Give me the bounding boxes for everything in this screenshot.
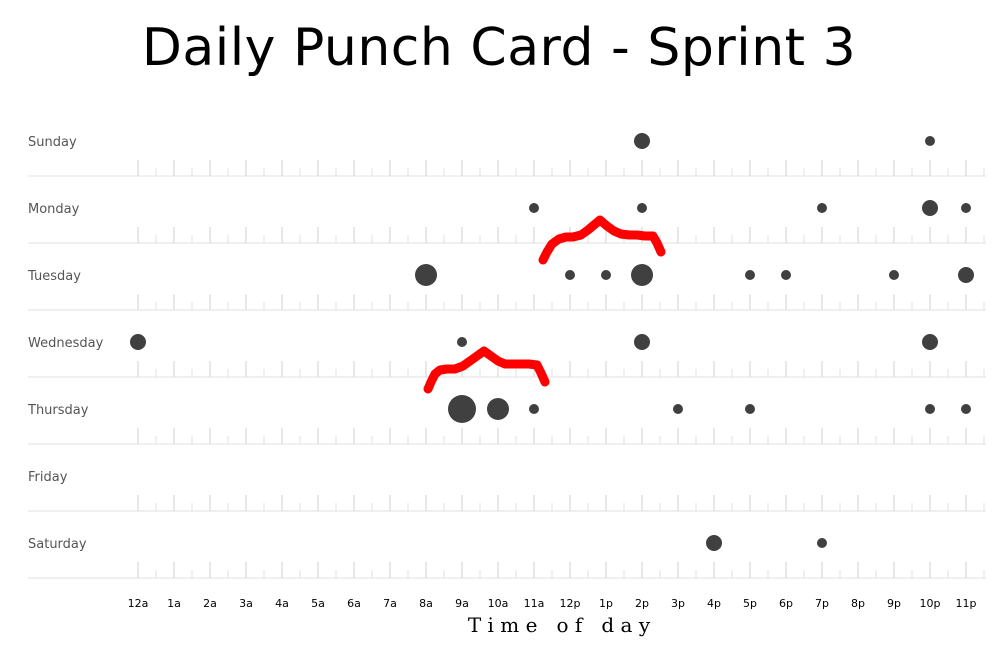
hour-label: 2p [635,597,649,610]
punch-dot [529,404,539,414]
punch-dot [637,203,647,213]
punch-dot [457,337,467,347]
day-labels: Sunday Monday Tuesday Wednesday Thursday Frid… [27,135,104,552]
hour-label: 12p [560,597,581,610]
punch-dot [925,404,935,414]
punch-dot [487,398,509,420]
hour-label: 6a [347,597,361,610]
hour-label: 12a [128,597,149,610]
x-axis-label: T i m e o f d a y [468,613,651,637]
hour-labels: 12a 1a 2a 3a 4a 5a 6a 7a 8a 9a 10a 11a 12p 1p 2p 3p 4p 5p… [128,597,977,610]
day-label: Sunday [28,135,77,150]
hour-label: 6p [779,597,793,610]
hour-label: 7a [383,597,397,610]
day-label: Monday [28,202,80,217]
day-label: Wednesday [28,336,104,351]
punch-dot [961,203,971,213]
hour-label: 9a [455,597,469,610]
hour-label: 8a [419,597,433,610]
day-label: Tuesday [27,269,81,284]
hour-label: 10a [488,597,509,610]
punch-dot [925,136,935,146]
hour-label: 8p [851,597,865,610]
punch-dot [565,270,575,280]
hour-label: 2a [203,597,217,610]
red-annotation-stroke-upper [538,215,666,265]
punch-dot [415,264,437,286]
punch-dot [130,334,146,350]
punch-dot [961,404,971,414]
hour-label: 11p [956,597,977,610]
hour-label: 4p [707,597,721,610]
hour-label: 4a [275,597,289,610]
punch-dot [631,264,653,286]
hour-label: 3p [671,597,685,610]
day-label: Friday [28,470,68,485]
punch-dot [922,200,938,216]
punch-dot [958,267,974,283]
day-label: Saturday [28,537,87,552]
punch-dot [634,334,650,350]
red-annotation-stroke-lower [423,346,550,394]
hour-label: 7p [815,597,829,610]
punch-dot [634,133,650,149]
day-label: Thursday [27,403,89,418]
punch-dot [601,270,611,280]
punch-dot [781,270,791,280]
chart-title: Daily Punch Card - Sprint 3 [141,18,857,78]
punch-dot [745,404,755,414]
punch-dot [448,395,476,423]
punch-dot [817,538,827,548]
punch-dot [745,270,755,280]
hour-label: 11a [524,597,545,610]
hour-label: 5a [311,597,325,610]
points-layer [130,133,974,551]
hour-label: 5p [743,597,757,610]
hour-label: 9p [887,597,901,610]
hour-label: 3a [239,597,253,610]
hour-label: 10p [920,597,941,610]
punch-dot [529,203,539,213]
punch-dot [817,203,827,213]
hour-label: 1p [599,597,613,610]
punch-dot [922,334,938,350]
annotation-layer [423,215,666,394]
punch-dot [673,404,683,414]
hour-label: 1a [167,597,181,610]
punch-dot [889,270,899,280]
punch-dot [706,535,722,551]
grid-layer [28,160,986,579]
